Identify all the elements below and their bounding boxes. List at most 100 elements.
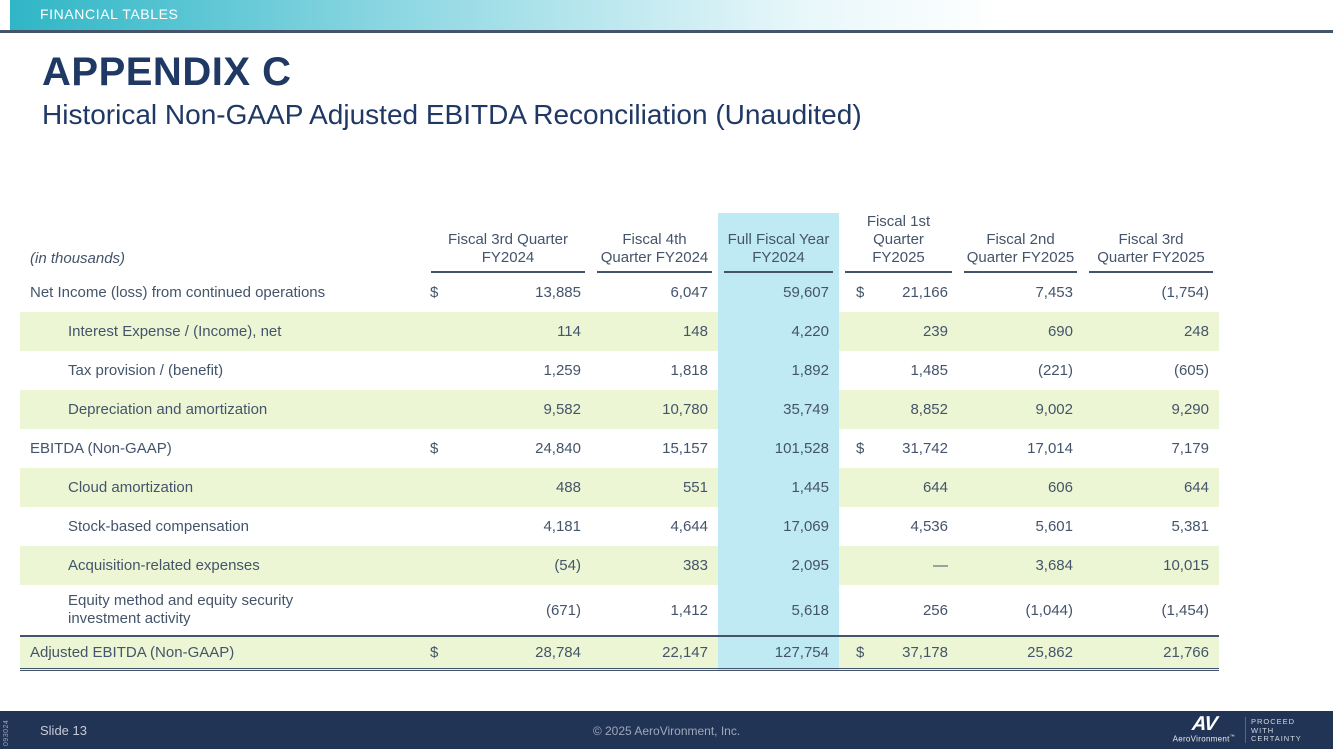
cell-value: 13,885 — [535, 284, 581, 301]
row-label-acquisition: Acquisition-related expenses — [68, 556, 260, 574]
cell-stock-comp-c4: 4,536 — [839, 507, 958, 546]
row-label-adjusted-ebitda: Adjusted EBITDA (Non-GAAP) — [30, 643, 235, 661]
cell-equity-method-c6: (1,454) — [1083, 585, 1219, 635]
column-header-line1: Fiscal 4th — [622, 231, 687, 248]
cell-net-income-c2: 6,047 — [591, 273, 718, 312]
cell-value: 24,840 — [535, 440, 581, 457]
cell-value: 15,157 — [662, 440, 708, 457]
cell-value: 644 — [1183, 479, 1209, 496]
column-header-text: Fiscal 2nd Quarter FY2025 — [964, 231, 1077, 273]
cell-net-income-c3: 59,607 — [718, 273, 839, 312]
column-header-line2: FY2024 — [752, 249, 805, 266]
cell-adjusted-ebitda-c4: $37,178 — [839, 635, 958, 671]
trademark-symbol: ™ — [1229, 734, 1235, 740]
column-header-text: Fiscal 3rd Quarter FY2025 — [1089, 231, 1213, 273]
cell-value: 1,259 — [543, 362, 581, 379]
row-label-stock-comp: Stock-based compensation — [68, 517, 249, 535]
row-label-net-income: Net Income (loss) from continued operati… — [30, 283, 326, 301]
column-header-line2: Quarter FY2025 — [966, 249, 1075, 266]
cell-value: 1,892 — [791, 362, 829, 379]
financial-table-header: (in thousands) Fiscal 3rd Quarter FY2024 Fi… — [20, 213, 1219, 273]
column-header-c5: Fiscal 2nd Quarter FY2025 — [958, 213, 1083, 273]
row-label-cell-adjusted-ebitda: Adjusted EBITDA (Non-GAAP) — [20, 635, 425, 671]
column-header-text: Fiscal 3rd Quarter FY2024 — [431, 231, 585, 273]
cell-acquisition-c5: 3,684 — [958, 546, 1083, 585]
cell-value: 5,381 — [1171, 518, 1209, 535]
cell-value: (54) — [554, 557, 581, 574]
cell-stock-comp-c2: 4,644 — [591, 507, 718, 546]
cell-value: 7,453 — [1035, 284, 1073, 301]
cell-value: 9,582 — [543, 401, 581, 418]
cell-value: 239 — [922, 323, 948, 340]
cell-value: 37,178 — [902, 644, 948, 661]
row-label-tax: Tax provision / (benefit) — [68, 361, 224, 379]
cell-adjusted-ebitda-c1: $28,784 — [425, 635, 591, 671]
banner-divider-line — [0, 30, 1333, 33]
cell-equity-method-c3: 5,618 — [718, 585, 839, 635]
financial-table: (in thousands) Fiscal 3rd Quarter FY2024 Fi… — [20, 213, 1219, 671]
column-header-c3: Full Fiscal Year FY2024 — [718, 213, 839, 273]
cell-value: (671) — [545, 601, 581, 619]
av-logo-mark: AV — [1190, 713, 1218, 735]
cell-value: (1,754) — [1161, 284, 1209, 301]
table-row-interest: Interest Expense / (Income), net 114 148 4,… — [20, 312, 1219, 351]
cell-value: 256 — [922, 601, 948, 619]
cell-equity-method-c5: (1,044) — [958, 585, 1083, 635]
column-header-c4: Fiscal 1st Quarter FY2025 — [839, 213, 958, 273]
section-banner: FINANCIAL TABLES — [10, 0, 1333, 30]
cell-value: 21,766 — [1163, 644, 1209, 661]
cell-value: 606 — [1047, 479, 1073, 496]
cell-net-income-c1: $13,885 — [425, 273, 591, 312]
cell-cloud-c2: 551 — [591, 468, 718, 507]
tagline-line-3: CERTAINTY — [1251, 734, 1302, 743]
cell-ebitda-c6: 7,179 — [1083, 429, 1219, 468]
row-label-ebitda: EBITDA (Non-GAAP) — [30, 439, 172, 457]
cell-value: — — [933, 557, 948, 574]
cell-ebitda-c2: 15,157 — [591, 429, 718, 468]
cell-cloud-c3: 1,445 — [718, 468, 839, 507]
column-header-line1: Full Fiscal Year — [727, 231, 830, 248]
cell-value: 7,179 — [1171, 440, 1209, 457]
cell-value: 1,445 — [791, 479, 829, 496]
av-logo-name-text: AeroVironment — [1172, 734, 1230, 744]
page-subtitle: Historical Non-GAAP Adjusted EBITDA Reco… — [42, 99, 862, 130]
dollar-sign: $ — [430, 284, 439, 301]
column-header-line2: Quarter FY2025 — [1097, 249, 1205, 266]
cell-depreciation-c3: 35,749 — [718, 390, 839, 429]
cell-value: 9,002 — [1035, 401, 1073, 418]
section-banner-label: FINANCIAL TABLES — [40, 6, 179, 22]
cell-value: 9,290 — [1171, 401, 1209, 418]
row-label-cell-interest: Interest Expense / (Income), net — [20, 312, 425, 351]
cell-value: 4,644 — [670, 518, 708, 535]
header-row: (in thousands) Fiscal 3rd Quarter FY2024 Fi… — [20, 213, 1219, 273]
cell-value: 17,069 — [783, 518, 829, 535]
cell-value: (605) — [1173, 362, 1209, 379]
cell-value: 690 — [1047, 323, 1073, 340]
aerovironment-logo: AV AeroVironment™ — [1172, 713, 1235, 744]
cell-value: 248 — [1183, 323, 1209, 340]
cell-acquisition-c4: — — [839, 546, 958, 585]
cell-net-income-c6: (1,754) — [1083, 273, 1219, 312]
table-row-equity-method: Equity method and equity security invest… — [20, 585, 1219, 635]
cell-value: 25,862 — [1027, 644, 1073, 661]
cell-tax-c5: (221) — [958, 351, 1083, 390]
column-header-text: Full Fiscal Year FY2024 — [724, 231, 833, 273]
cell-ebitda-c3: 101,528 — [718, 429, 839, 468]
row-label-depreciation: Depreciation and amortization — [68, 400, 268, 418]
row-label-cell-stock-comp: Stock-based compensation — [20, 507, 425, 546]
cell-adjusted-ebitda-c3: 127,754 — [718, 635, 839, 671]
footer-tagline: PROCEED WITH CERTAINTY — [1251, 717, 1311, 744]
cell-value: 1,818 — [670, 362, 708, 379]
cell-net-income-c5: 7,453 — [958, 273, 1083, 312]
cell-tax-c4: 1,485 — [839, 351, 958, 390]
row-label-cell-acquisition: Acquisition-related expenses — [20, 546, 425, 585]
column-header-line2: Quarter FY2024 — [600, 249, 709, 266]
column-header-c1: Fiscal 3rd Quarter FY2024 — [425, 213, 591, 273]
column-header-line1: Fiscal 2nd — [986, 231, 1055, 248]
row-label-cell-tax: Tax provision / (benefit) — [20, 351, 425, 390]
cell-cloud-c6: 644 — [1083, 468, 1219, 507]
cell-value: 21,166 — [902, 284, 948, 301]
cell-value: 383 — [682, 557, 708, 574]
cell-value: 1,485 — [910, 362, 948, 379]
row-label-cell-cloud: Cloud amortization — [20, 468, 425, 507]
